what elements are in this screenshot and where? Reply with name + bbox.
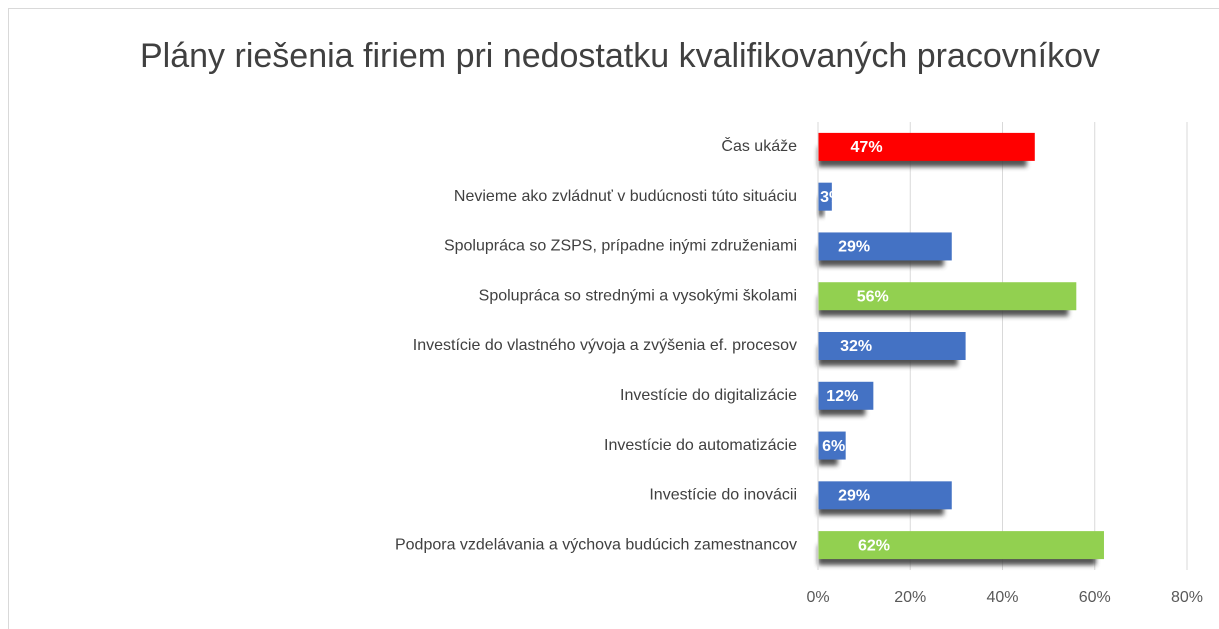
y-tick-label: Nevieme ako zvládnuť v budúcnosti túto s…: [454, 188, 797, 205]
bar: [818, 232, 952, 261]
bar: [818, 431, 846, 460]
y-tick-label: Čas ukáže: [721, 136, 797, 155]
y-tick-label: Spolupráca so strednými a vysokými škola…: [479, 287, 797, 304]
y-tick-label: Investície do inovácii: [649, 487, 797, 504]
data-label: 62%: [858, 537, 890, 554]
y-tick-label: Spolupráca so ZSPS, prípadne inými združ…: [444, 238, 797, 255]
data-label: 6%: [822, 438, 845, 455]
y-tick-label: Investície do digitalizácie: [620, 387, 797, 404]
bar: [818, 132, 1035, 161]
y-tick-label: Investície do automatizácie: [604, 437, 797, 454]
bar: [818, 481, 952, 510]
data-label: 32%: [840, 338, 872, 355]
x-tick-label: 80%: [1171, 589, 1203, 606]
bar: [818, 282, 1077, 311]
chart-border: [8, 8, 1219, 629]
data-label: 3%: [820, 189, 843, 206]
y-tick-label: Podpora vzdelávania a výchova budúcich z…: [395, 536, 797, 553]
bar: [818, 332, 966, 360]
x-tick-label: 0%: [806, 589, 829, 606]
x-tick-label: 20%: [894, 589, 926, 606]
data-label: 29%: [838, 488, 870, 505]
chart-title: Plány riešenia firiem pri nedostatku kva…: [140, 37, 1101, 75]
y-tick-label: Investície do vlastného vývoja a zvýšeni…: [413, 337, 797, 354]
data-label: 47%: [851, 139, 883, 156]
data-label: 56%: [857, 288, 889, 305]
x-tick-label: 40%: [986, 589, 1018, 606]
bar: [818, 381, 874, 410]
bar: [818, 531, 1104, 560]
data-label: 12%: [826, 388, 858, 405]
x-tick-label: 60%: [1079, 589, 1111, 606]
bar: [818, 182, 832, 211]
data-label: 29%: [838, 239, 870, 256]
